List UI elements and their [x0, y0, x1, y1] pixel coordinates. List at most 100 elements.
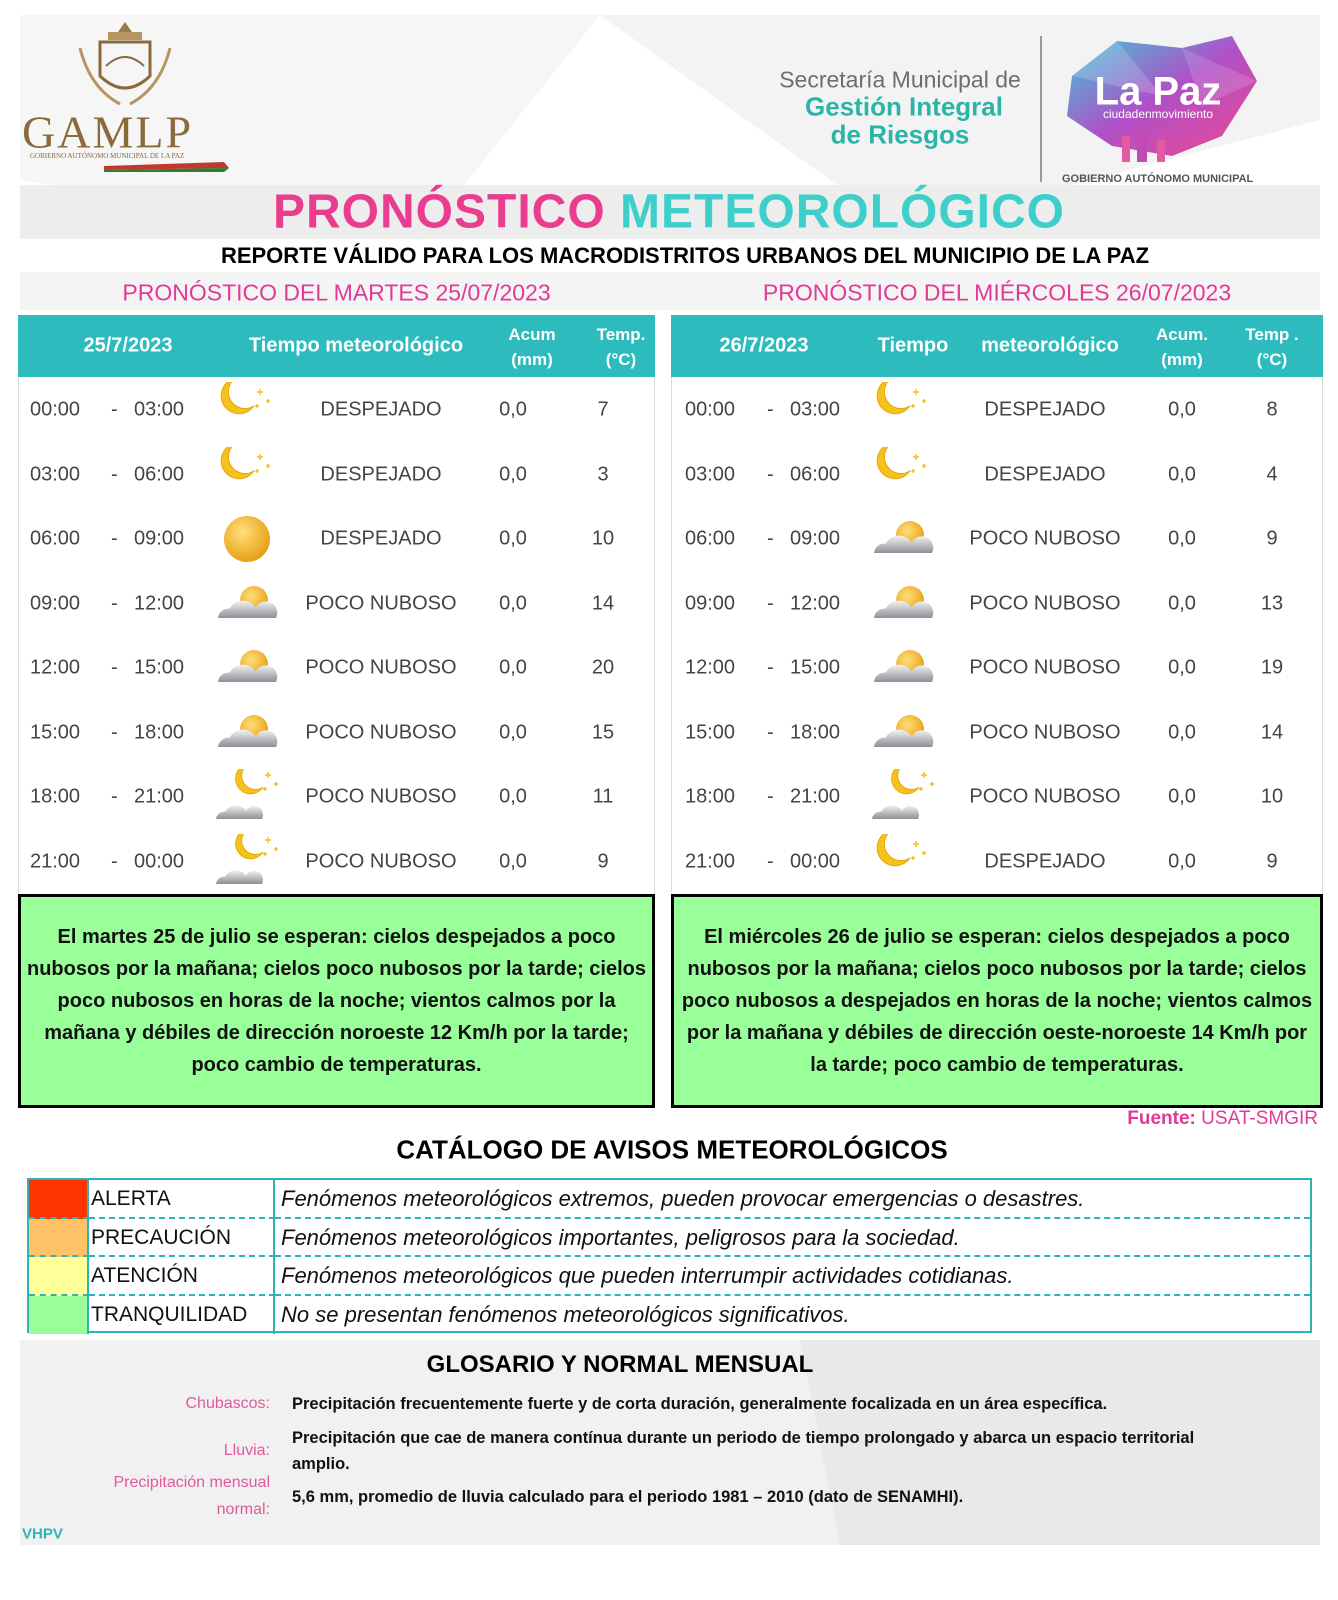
glossary-definition: 5,6 mm, promedio de lluvia calculado par…	[292, 1488, 964, 1506]
accumulation: 0,0	[1168, 398, 1196, 421]
temperature: 9	[1266, 850, 1278, 873]
column-header: (°C)	[1256, 350, 1288, 369]
temperature: 4	[1266, 463, 1278, 486]
catalog-table: ALERTA Fenómenos meteorológicos extremos,…	[27, 1178, 1312, 1334]
brand-slogan: ciudadenmovimiento	[1102, 107, 1214, 121]
weather-icon	[220, 446, 270, 479]
catalog-title: CATÁLOGO DE AVISOS METEOROLÓGICOS	[396, 1134, 948, 1165]
column-header: Acum.	[1156, 325, 1208, 344]
condition: DESPEJADO	[320, 398, 442, 421]
time-start: 21:00	[685, 850, 736, 873]
weather-icon	[218, 585, 278, 618]
secretaria-line: de Riesgos	[830, 119, 970, 150]
temperature: 9	[597, 850, 609, 873]
weather-icon	[876, 446, 926, 479]
level-description: Fenómenos meteorológicos extremos, puede…	[281, 1186, 1085, 1211]
time-end: 09:00	[790, 527, 841, 550]
time-start: 12:00	[30, 656, 81, 679]
weather-icon	[218, 714, 278, 747]
weather-icon	[224, 516, 270, 563]
condition: DESPEJADO	[984, 398, 1106, 421]
table-body	[671, 377, 1323, 893]
time-separator: -	[111, 527, 118, 550]
level-cell	[89, 1257, 275, 1296]
description-cell	[275, 1180, 1310, 1219]
divider	[1040, 36, 1042, 182]
time-end: 12:00	[134, 592, 185, 615]
day-heading: PRONÓSTICO DEL MARTES 25/07/2023	[122, 279, 551, 306]
brand-government: GOBIERNO AUTÓNOMO MUNICIPAL	[1062, 173, 1254, 185]
accumulation: 0,0	[1168, 850, 1196, 873]
table-body	[18, 377, 655, 893]
temperature: 10	[1260, 785, 1284, 808]
condition: POCO NUBOSO	[969, 527, 1121, 550]
time-start: 15:00	[685, 721, 736, 744]
time-start: 21:00	[30, 850, 81, 873]
glossary-term: Lluvia:	[223, 1442, 270, 1459]
time-end: 21:00	[790, 785, 841, 808]
accumulation: 0,0	[499, 463, 527, 486]
column-header: (mm)	[511, 350, 553, 369]
condition: DESPEJADO	[320, 463, 442, 486]
time-start: 12:00	[685, 656, 736, 679]
description-cell	[275, 1257, 1310, 1296]
weather-icon	[874, 521, 934, 554]
weather-icon	[874, 714, 934, 747]
time-separator: -	[767, 785, 774, 808]
secretaria-line: Gestión Integral	[805, 91, 1003, 122]
temperature: 3	[597, 463, 609, 486]
level-description: Fenómenos meteorológicos que pueden inte…	[281, 1263, 1014, 1288]
time-separator: -	[767, 527, 774, 550]
main-title: PRONÓSTICO METEOROLÓGICO	[273, 185, 1065, 240]
crest-icon	[78, 22, 172, 106]
column-header: (°C)	[605, 350, 637, 369]
weather-icon	[216, 769, 278, 820]
condition: POCO NUBOSO	[969, 785, 1121, 808]
level-name: TRANQUILIDAD	[91, 1302, 248, 1326]
time-separator: -	[111, 592, 118, 615]
time-start: 18:00	[685, 785, 736, 808]
time-end: 15:00	[790, 656, 841, 679]
time-end: 21:00	[134, 785, 185, 808]
accumulation: 0,0	[499, 592, 527, 615]
glossary-definition: Precipitación que cae de manera contínua…	[292, 1429, 1195, 1473]
level-description: No se presentan fenómenos meteorológicos…	[281, 1301, 850, 1327]
time-end: 06:00	[134, 463, 185, 486]
temperature: 14	[1260, 721, 1284, 744]
column-header: (mm)	[1161, 350, 1203, 369]
logo-text: GAMLP	[22, 106, 194, 158]
time-separator: -	[111, 398, 118, 421]
time-start: 09:00	[685, 592, 736, 615]
condition: DESPEJADO	[320, 527, 442, 550]
temperature: 13	[1260, 592, 1284, 615]
glossary-definition: Precipitación frecuentemente fuerte y de…	[292, 1395, 1108, 1413]
weather-icon	[874, 650, 934, 683]
level-cell	[89, 1218, 275, 1257]
table-header	[18, 315, 655, 377]
weather-icon	[218, 650, 278, 683]
temperature: 11	[592, 785, 614, 808]
weather-icon	[874, 585, 934, 618]
table-header	[671, 315, 1323, 377]
time-end: 00:00	[790, 850, 841, 873]
source: Fuente: USAT-SMGIR	[1127, 1108, 1318, 1130]
condition: POCO NUBOSO	[969, 721, 1121, 744]
time-end: 18:00	[790, 721, 841, 744]
column-header: meteorológico	[981, 334, 1119, 357]
glossary-term: Chubascos:	[185, 1395, 271, 1412]
condition: POCO NUBOSO	[305, 592, 457, 615]
accumulation: 0,0	[1168, 721, 1196, 744]
time-start: 06:00	[685, 527, 736, 550]
column-header: 26/7/2023	[719, 334, 809, 357]
weather-icon	[876, 833, 926, 866]
glossary-title: GLOSARIO Y NORMAL MENSUAL	[426, 1351, 814, 1378]
level-description: Fenómenos meteorológicos importantes, pe…	[281, 1224, 960, 1250]
time-end: 06:00	[790, 463, 841, 486]
title-part: METEOROLÓGICO	[620, 185, 1066, 239]
accumulation: 0,0	[499, 850, 527, 873]
brand-logo	[1067, 36, 1257, 162]
weather-icon	[872, 769, 934, 820]
time-start: 00:00	[685, 398, 736, 421]
weather-icon	[220, 382, 270, 415]
